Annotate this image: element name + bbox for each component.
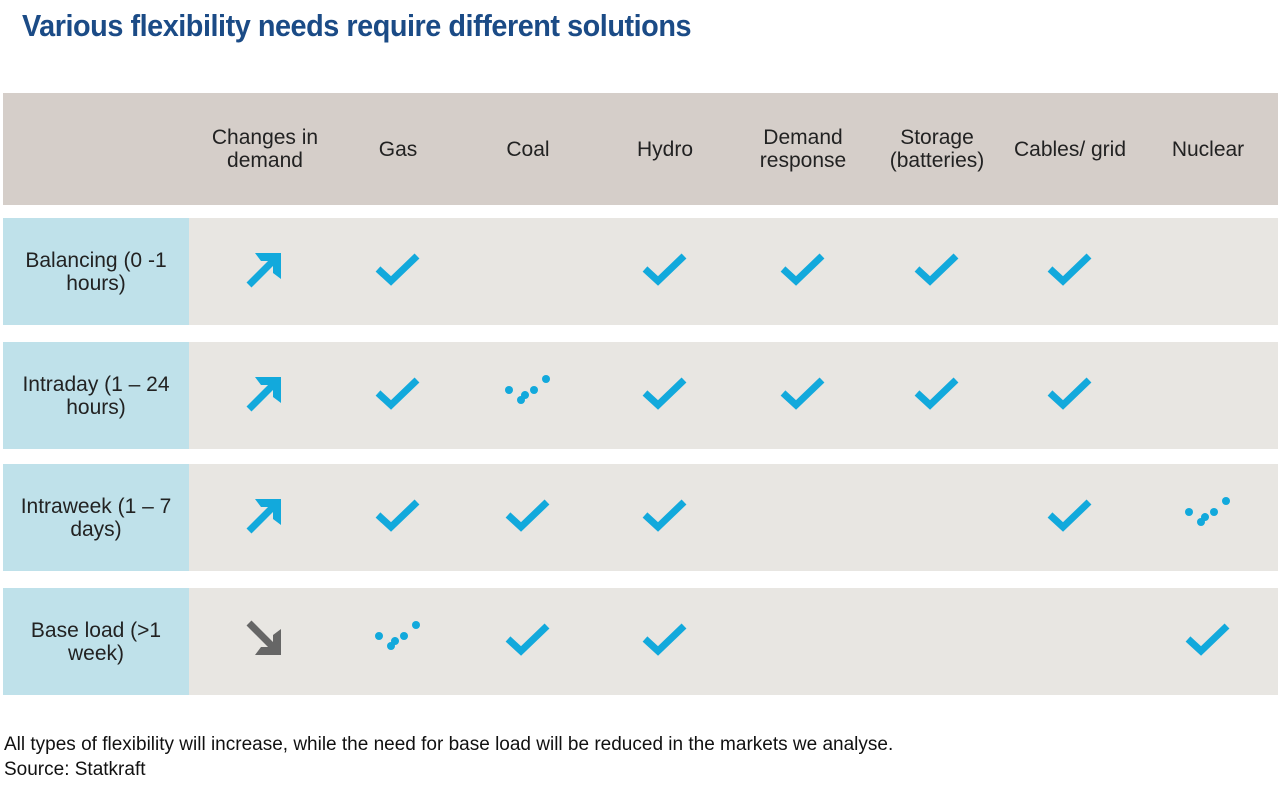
check-icon (1045, 373, 1095, 418)
check-icon (373, 495, 423, 540)
check-icon (640, 373, 690, 418)
table-cell (1040, 342, 1100, 449)
table-cell (773, 218, 833, 325)
dotted-check-icon (373, 619, 423, 664)
row-label: Intraweek (1 – 7 days) (3, 464, 189, 571)
table-cell (1178, 342, 1238, 449)
table-cell (235, 464, 295, 571)
row-label: Balancing (0 -1 hours) (3, 218, 189, 325)
footer-note: All types of flexibility will increase, … (4, 734, 894, 755)
table-cell (498, 588, 558, 695)
check-icon (640, 249, 690, 294)
check-icon (1045, 495, 1095, 540)
table-cell (635, 342, 695, 449)
table-cell (907, 342, 967, 449)
check-icon (640, 619, 690, 664)
check-icon (503, 495, 553, 540)
check-icon (912, 249, 962, 294)
check-icon (778, 249, 828, 294)
table-cell (498, 218, 558, 325)
dotted-check-icon (503, 373, 553, 418)
table-cell (1178, 464, 1238, 571)
table-cell (235, 342, 295, 449)
table-cell (1040, 588, 1100, 695)
table-row: Intraweek (1 – 7 days) (3, 464, 1278, 571)
table-cell (368, 588, 428, 695)
table-cell (773, 342, 833, 449)
table-cell (907, 588, 967, 695)
table-cell (907, 218, 967, 325)
check-icon (373, 373, 423, 418)
check-icon (778, 373, 828, 418)
arrow-up-icon (243, 493, 287, 542)
column-header: Coal (506, 137, 550, 161)
table-cell (368, 464, 428, 571)
table-cell (773, 588, 833, 695)
footer-source: Source: Statkraft (4, 759, 146, 780)
column-header: Storage (batteries) (889, 126, 985, 172)
column-header: Hydro (636, 137, 694, 161)
table-header (3, 93, 1278, 205)
table-cell (1040, 464, 1100, 571)
table-cell (368, 218, 428, 325)
table-cell (907, 464, 967, 571)
check-icon (1045, 249, 1095, 294)
row-label: Base load (>1 week) (3, 588, 189, 695)
arrow-up-icon (243, 371, 287, 420)
check-icon (912, 373, 962, 418)
row-label: Intraday (1 – 24 hours) (3, 342, 189, 449)
dotted-check-icon (1183, 495, 1233, 540)
check-icon (1183, 619, 1233, 664)
table-cell (773, 464, 833, 571)
column-header: Changes in demand (211, 126, 319, 172)
table-cell (1040, 218, 1100, 325)
table-cell (635, 464, 695, 571)
table-cell (1178, 218, 1238, 325)
column-header: Gas (378, 137, 418, 161)
column-header: Cables/ grid (1013, 137, 1127, 161)
table-cell (498, 464, 558, 571)
table-cell (235, 588, 295, 695)
table-cell (635, 218, 695, 325)
check-icon (640, 495, 690, 540)
arrow-up-icon (243, 247, 287, 296)
table-cell (498, 342, 558, 449)
table-cell (368, 342, 428, 449)
check-icon (503, 619, 553, 664)
table-cell (235, 218, 295, 325)
column-header: Nuclear (1171, 137, 1245, 161)
arrow-down-icon (243, 617, 287, 666)
table-cell (1178, 588, 1238, 695)
table-row: Base load (>1 week) (3, 588, 1278, 695)
check-icon (373, 249, 423, 294)
table-row: Balancing (0 -1 hours) (3, 218, 1278, 325)
table-row: Intraday (1 – 24 hours) (3, 342, 1278, 449)
column-header: Demand response (759, 126, 847, 172)
page-title: Various flexibility needs require differ… (22, 8, 692, 43)
table-cell (635, 588, 695, 695)
